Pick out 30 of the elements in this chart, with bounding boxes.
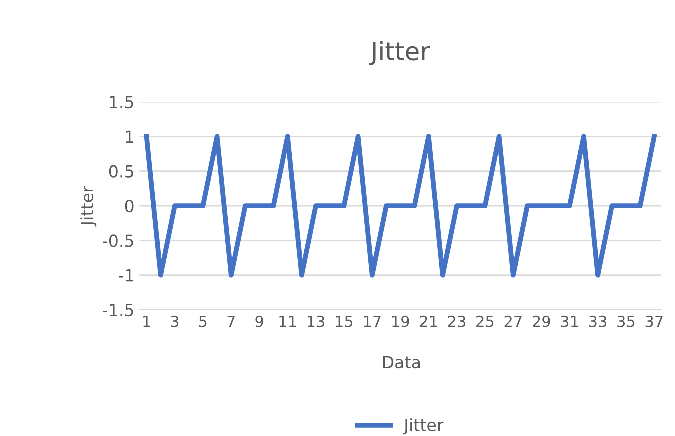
y-tick-label: 0	[125, 200, 134, 213]
x-tick-label: 31	[561, 316, 578, 328]
x-tick-label: 19	[392, 316, 410, 328]
y-tick-label: 0.5	[109, 165, 134, 178]
x-tick-label: 25	[476, 316, 494, 328]
y-axis-title: Jitter	[80, 186, 97, 227]
x-tick-label: 17	[364, 316, 381, 328]
x-tick-label: 29	[533, 316, 550, 328]
y-tick-label: -0.5	[103, 234, 134, 248]
x-tick-label: 11	[280, 316, 296, 328]
y-tick-label: -1	[119, 270, 134, 282]
x-tick-label: 21	[420, 316, 438, 328]
y-tick-label: 1	[126, 130, 134, 144]
x-tick-label: 37	[646, 316, 663, 328]
x-tick-label: 13	[308, 316, 324, 328]
x-tick-label: 27	[504, 316, 522, 328]
x-tick-label: 23	[448, 316, 466, 328]
x-tick-label: 5	[200, 316, 207, 328]
y-tick-label: 1.5	[110, 96, 134, 109]
chart-title: Jitter	[370, 41, 430, 66]
x-tick-label: 9	[256, 316, 264, 328]
legend-label: Jitter	[403, 418, 444, 435]
x-tick-label: 33	[589, 316, 607, 328]
x-axis-title: Data	[383, 356, 420, 369]
x-tick-label: 7	[228, 316, 235, 328]
x-tick-label: 1	[144, 316, 150, 328]
x-tick-label: 15	[336, 316, 353, 328]
x-tick-label: 35	[618, 316, 635, 328]
y-tick-label: -1.5	[103, 304, 134, 317]
x-tick-label: 3	[171, 316, 179, 328]
